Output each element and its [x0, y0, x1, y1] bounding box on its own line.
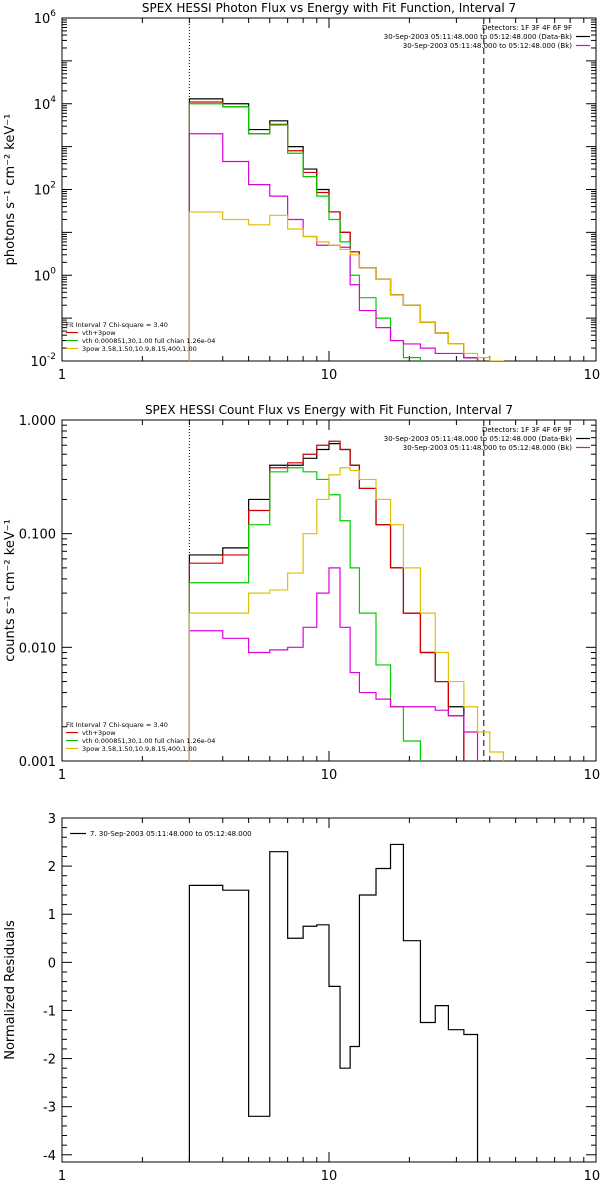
y-tick-label-base: 10 [34, 12, 51, 27]
series-group [188, 440, 505, 761]
y-axis-label: counts s⁻¹ cm⁻² keV⁻¹ [3, 519, 18, 662]
legend-bottom-text: vth+3pow [82, 729, 116, 737]
x-tick-label: 100 [584, 768, 600, 783]
legend-top-text: 30-Sep-2003 05:11:48.000 to 05:12:48.000… [384, 435, 573, 443]
legend-bottom-text: vth 0.000851,30,1.00 full chian 1.26e-04 [82, 737, 215, 745]
x-tick-label: 1 [58, 368, 66, 383]
series-line-2 [188, 103, 422, 361]
photon-flux-chart: SPEX HESSI Photon Flux vs Energy with Fi… [3, 1, 600, 383]
y-tick-label-base: 10 [34, 184, 51, 199]
legend-top-text: Detectors: 1F 3F 4F 6F 9F [482, 24, 572, 32]
x-tick-label: 1 [58, 768, 66, 783]
chart-title: SPEX HESSI Photon Flux vs Energy with Fi… [142, 1, 516, 15]
y-tick-label-exponent: 6 [50, 9, 56, 19]
series-line-2 [188, 467, 422, 761]
series-line-1 [188, 101, 479, 361]
y-tick-label-exponent: 2 [50, 181, 56, 191]
y-tick-label-base: 10 [34, 269, 51, 284]
plot-frame [61, 817, 597, 1163]
x-tick-label: 100 [584, 368, 600, 383]
y-tick-label: 106 [34, 9, 57, 27]
series-line-0 [188, 442, 465, 761]
y-tick-label: -3 [43, 1101, 56, 1116]
x-tick-label: 10 [321, 1169, 338, 1184]
chart-title: SPEX HESSI Count Flux vs Energy with Fit… [145, 403, 513, 417]
legend-bottom-text: vth 0.000851,30,1.00 full chian 1.26e-04 [82, 337, 215, 345]
legend-top-text: Detectors: 1F 3F 4F 6F 9F [482, 426, 572, 434]
y-tick-label: 10-2 [30, 352, 56, 370]
y-tick-label: 1 [48, 908, 56, 923]
x-tick-label: 10 [321, 768, 338, 783]
y-tick-label: 102 [34, 181, 56, 199]
residuals-chart: Normalized Residuals1101003210-1-2-3-47.… [3, 812, 600, 1184]
legend-text: 7. 30-Sep-2003 05:11:48.000 to 05:12:48.… [90, 830, 252, 838]
series-line-0 [188, 98, 479, 361]
legend-top-text: 30-Sep-2003 05:11:48.000 to 05:12:48.000… [384, 33, 573, 41]
y-tick-label-exponent: 0 [50, 266, 56, 276]
legend-top-text: 30-Sep-2003 05:11:48.000 to 05:12:48.000… [403, 444, 573, 452]
y-tick-label-base: 10 [30, 355, 47, 370]
series-line-3 [188, 133, 479, 361]
y-axis-label: photons s⁻¹ cm⁻² keV⁻¹ [3, 114, 18, 266]
y-tick-label-base: 10 [34, 98, 51, 113]
series-line-0 [188, 843, 479, 1162]
legend-top-text: 30-Sep-2003 05:11:48.000 to 05:12:48.000… [403, 42, 573, 50]
series-group [188, 98, 505, 361]
legend-bottom-text: Fit Interval 7 Chi-square = 3.40 [66, 321, 168, 329]
legend-bottom-text: 3pow 3.58,1.50,10.9,8.15,400,1.00 [82, 345, 197, 353]
y-tick-label-exponent: 4 [50, 95, 56, 105]
x-tick-label: 100 [584, 1169, 600, 1184]
count-flux-chart: SPEX HESSI Count Flux vs Energy with Fit… [3, 403, 600, 783]
y-tick-label: 0.100 [19, 528, 56, 543]
series-line-4 [188, 467, 505, 761]
x-tick-label: 1 [58, 1169, 66, 1184]
y-tick-label-exponent: -2 [47, 352, 56, 362]
y-tick-label: 0.010 [19, 641, 56, 656]
legend-bottom-text: Fit Interval 7 Chi-square = 3.40 [66, 721, 168, 729]
y-tick-label: -2 [43, 1053, 56, 1068]
y-tick-label: 1.000 [19, 414, 56, 429]
y-tick-label: 0 [48, 956, 56, 971]
x-tick-label: 10 [321, 368, 338, 383]
legend-bottom-text: vth+3pow [82, 329, 116, 337]
series-line-4 [188, 211, 505, 361]
series-line-3 [188, 567, 479, 761]
y-tick-label: 100 [34, 266, 57, 284]
y-tick-label: 3 [48, 812, 56, 827]
y-tick-label: -1 [43, 1004, 56, 1019]
series-line-1 [188, 440, 465, 761]
y-tick-label: 0.001 [19, 755, 56, 770]
y-tick-label: 2 [48, 860, 56, 875]
legend-bottom-text: 3pow 3.58,1.50,10.9,8.15,400,1.00 [82, 745, 197, 753]
series-group [188, 843, 479, 1162]
y-axis-label: Normalized Residuals [3, 920, 18, 1060]
y-tick-label: -4 [43, 1149, 56, 1164]
y-tick-label: 104 [34, 95, 57, 113]
